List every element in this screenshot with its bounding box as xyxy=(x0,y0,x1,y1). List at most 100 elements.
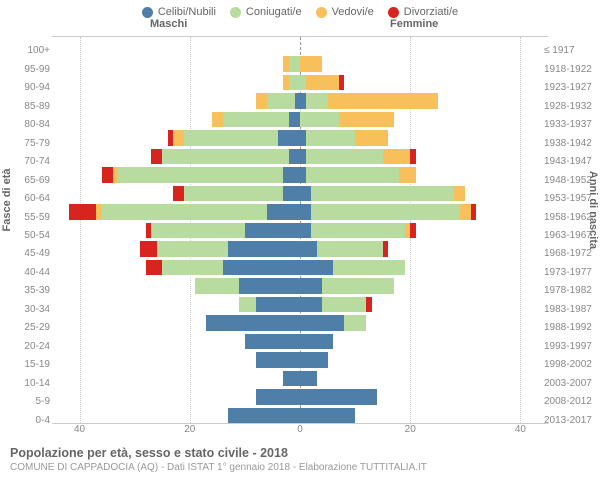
pyramid-row xyxy=(52,129,548,147)
female-bar xyxy=(300,371,317,386)
birth-band-label: 1923-1927 xyxy=(544,82,594,93)
age-band-label: 100+ xyxy=(10,45,50,56)
male-bar xyxy=(245,334,300,349)
birth-band-label: 1933-1937 xyxy=(544,119,594,130)
bar-segment-married xyxy=(118,167,283,182)
age-band-label: 55-59 xyxy=(10,212,50,223)
age-band-label: 10-14 xyxy=(10,378,50,389)
pyramid-row xyxy=(52,55,548,73)
legend-swatch xyxy=(388,7,399,18)
bar-segment-divorced xyxy=(173,186,184,201)
legend-swatch xyxy=(142,7,153,18)
age-band-label: 20-24 xyxy=(10,341,50,352)
bar-segment-single xyxy=(267,204,300,219)
bar-segment-single xyxy=(256,297,300,312)
bar-segment-married xyxy=(289,75,300,90)
age-band-label: 70-74 xyxy=(10,156,50,167)
birth-band-label: 1958-1962 xyxy=(544,212,594,223)
bar-segment-married xyxy=(306,167,400,182)
bar-segment-divorced xyxy=(102,167,113,182)
bar-segment-married xyxy=(223,112,289,127)
pyramid-row xyxy=(52,111,548,129)
x-tick-label: 20 xyxy=(184,424,195,435)
female-bar xyxy=(300,278,394,293)
male-bar xyxy=(140,241,300,256)
bar-segment-single xyxy=(256,389,300,404)
bar-segment-single xyxy=(289,149,300,164)
birth-band-label: 1938-1942 xyxy=(544,138,594,149)
male-bar xyxy=(228,408,300,423)
male-bar xyxy=(256,93,300,108)
female-bar xyxy=(300,186,465,201)
bar-segment-single xyxy=(239,278,300,293)
bar-segment-widowed xyxy=(306,75,339,90)
age-band-label: 45-49 xyxy=(10,248,50,259)
bar-segment-married xyxy=(151,223,245,238)
x-tick-label: 20 xyxy=(405,424,416,435)
legend-label: Divorziati/e xyxy=(404,6,458,18)
female-bar xyxy=(300,130,388,145)
legend-swatch xyxy=(230,7,241,18)
x-tick-label: 40 xyxy=(515,424,526,435)
birth-band-label: ≤ 1917 xyxy=(544,45,594,56)
birth-band-label: 1993-1997 xyxy=(544,341,594,352)
bar-segment-married xyxy=(102,204,267,219)
chart-title: Popolazione per età, sesso e stato civil… xyxy=(10,446,590,460)
bar-segment-married xyxy=(239,297,256,312)
age-band-label: 95-99 xyxy=(10,64,50,75)
birth-band-label: 1968-1972 xyxy=(544,248,594,259)
female-header: Femmine xyxy=(390,18,438,30)
bar-segment-single xyxy=(245,334,300,349)
age-band-label: 40-44 xyxy=(10,267,50,278)
female-bar xyxy=(300,297,372,312)
pyramid-row xyxy=(52,388,548,406)
bar-segment-married xyxy=(317,241,383,256)
pyramid-row xyxy=(52,407,548,425)
male-bar xyxy=(256,389,300,404)
birth-band-label: 2008-2012 xyxy=(544,396,594,407)
bar-segment-married xyxy=(306,149,383,164)
bar-segment-single xyxy=(300,408,355,423)
birth-band-label: 2003-2007 xyxy=(544,378,594,389)
bar-segment-single xyxy=(300,223,311,238)
pyramid-row xyxy=(52,370,548,388)
bar-segment-single xyxy=(289,112,300,127)
pyramid-row xyxy=(52,74,548,92)
birth-band-label: 1978-1982 xyxy=(544,285,594,296)
pyramid-row xyxy=(52,277,548,295)
bar-segment-widowed xyxy=(399,167,416,182)
bar-segment-married xyxy=(289,56,300,71)
legend-item: Divorziati/e xyxy=(388,6,458,18)
male-bar xyxy=(168,130,300,145)
bar-segment-single xyxy=(206,315,300,330)
male-bar xyxy=(283,371,300,386)
bar-segment-single xyxy=(223,260,300,275)
bar-segment-single xyxy=(228,241,300,256)
birth-band-label: 1953-1957 xyxy=(544,193,594,204)
pyramid-row xyxy=(52,203,548,221)
bar-segment-single xyxy=(300,241,317,256)
bar-segment-single xyxy=(283,186,300,201)
age-band-label: 25-29 xyxy=(10,322,50,333)
male-bar xyxy=(256,352,300,367)
column-headers: Maschi Femmine xyxy=(0,18,600,34)
birth-band-label: 1928-1932 xyxy=(544,101,594,112)
bar-segment-married xyxy=(306,93,328,108)
bar-segment-divorced xyxy=(140,241,157,256)
age-band-label: 85-89 xyxy=(10,101,50,112)
female-bar xyxy=(300,315,366,330)
bar-segment-single xyxy=(228,408,300,423)
bar-segment-married xyxy=(267,93,295,108)
bar-segment-married xyxy=(300,112,339,127)
male-bar xyxy=(102,167,300,182)
age-band-label: 80-84 xyxy=(10,119,50,130)
bar-segment-divorced xyxy=(146,260,163,275)
bar-segment-divorced xyxy=(366,297,372,312)
pyramid-row xyxy=(52,166,548,184)
pyramid-row xyxy=(52,259,548,277)
bar-segment-married xyxy=(157,241,229,256)
male-bar xyxy=(206,315,300,330)
female-bar xyxy=(300,56,322,71)
pyramid-row xyxy=(52,333,548,351)
pyramid-row xyxy=(52,351,548,369)
